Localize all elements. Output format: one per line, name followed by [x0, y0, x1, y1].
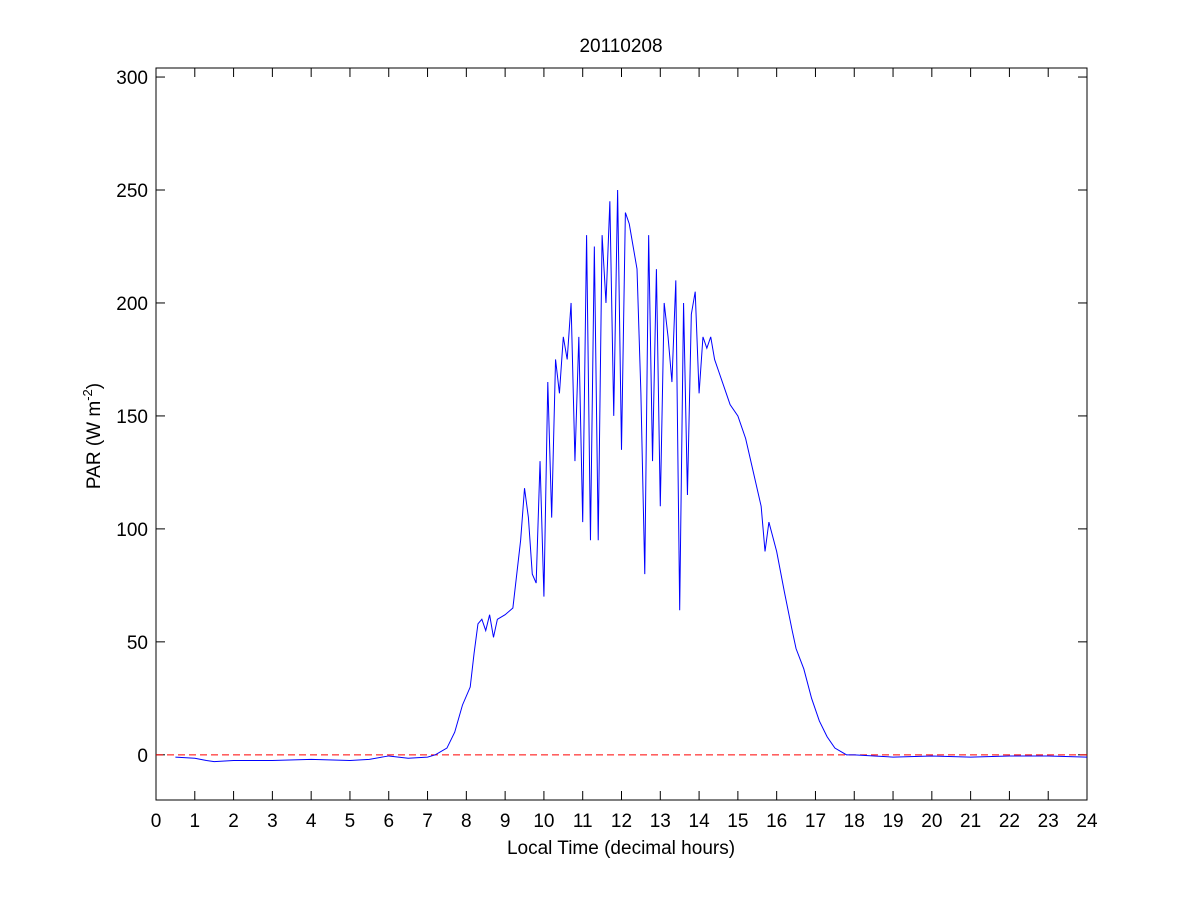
chart-title: 20110208	[579, 36, 662, 57]
y-tick-label: 250	[116, 181, 148, 202]
y-tick-label: 0	[137, 746, 148, 767]
x-tick-label: 20	[921, 811, 942, 832]
x-tick-label: 7	[422, 811, 433, 832]
x-tick-label: 1	[190, 811, 201, 832]
x-axis-label: Local Time (decimal hours)	[507, 838, 735, 859]
y-tick-label: 100	[116, 520, 148, 541]
y-label-suffix: )	[84, 383, 105, 389]
x-tick-label: 3	[267, 811, 278, 832]
y-tick-label: 150	[116, 407, 148, 428]
x-tick-label: 15	[727, 811, 748, 832]
x-tick-label: 10	[533, 811, 554, 832]
y-tick-label: 50	[127, 633, 148, 654]
x-tick-label: 17	[805, 811, 826, 832]
x-tick-label: 4	[306, 811, 317, 832]
x-tick-label: 23	[1038, 811, 1059, 832]
x-tick-label: 9	[500, 811, 511, 832]
x-tick-label: 14	[689, 811, 711, 832]
x-tick-label: 8	[461, 811, 472, 832]
y-axis-label: PAR (W m-2)	[80, 383, 105, 489]
x-tick-label: 16	[766, 811, 787, 832]
x-tick-label: 5	[345, 811, 356, 832]
x-tick-label: 18	[844, 811, 865, 832]
y-label-sup: -2	[80, 389, 95, 401]
y-label-text: PAR (W m	[84, 401, 105, 489]
x-tick-label: 19	[882, 811, 903, 832]
x-tick-label: 13	[650, 811, 671, 832]
y-tick-label: 200	[116, 294, 148, 315]
y-tick-label: 300	[116, 68, 148, 89]
x-tick-label: 24	[1076, 811, 1098, 832]
x-tick-label: 2	[228, 811, 239, 832]
x-tick-label: 11	[573, 811, 593, 832]
x-tick-label: 21	[960, 811, 981, 832]
x-tick-label: 12	[611, 811, 632, 832]
x-tick-label: 0	[151, 811, 162, 832]
data-line	[175, 189, 1088, 763]
x-tick-label: 6	[383, 811, 394, 832]
x-tick-label: 22	[999, 811, 1020, 832]
